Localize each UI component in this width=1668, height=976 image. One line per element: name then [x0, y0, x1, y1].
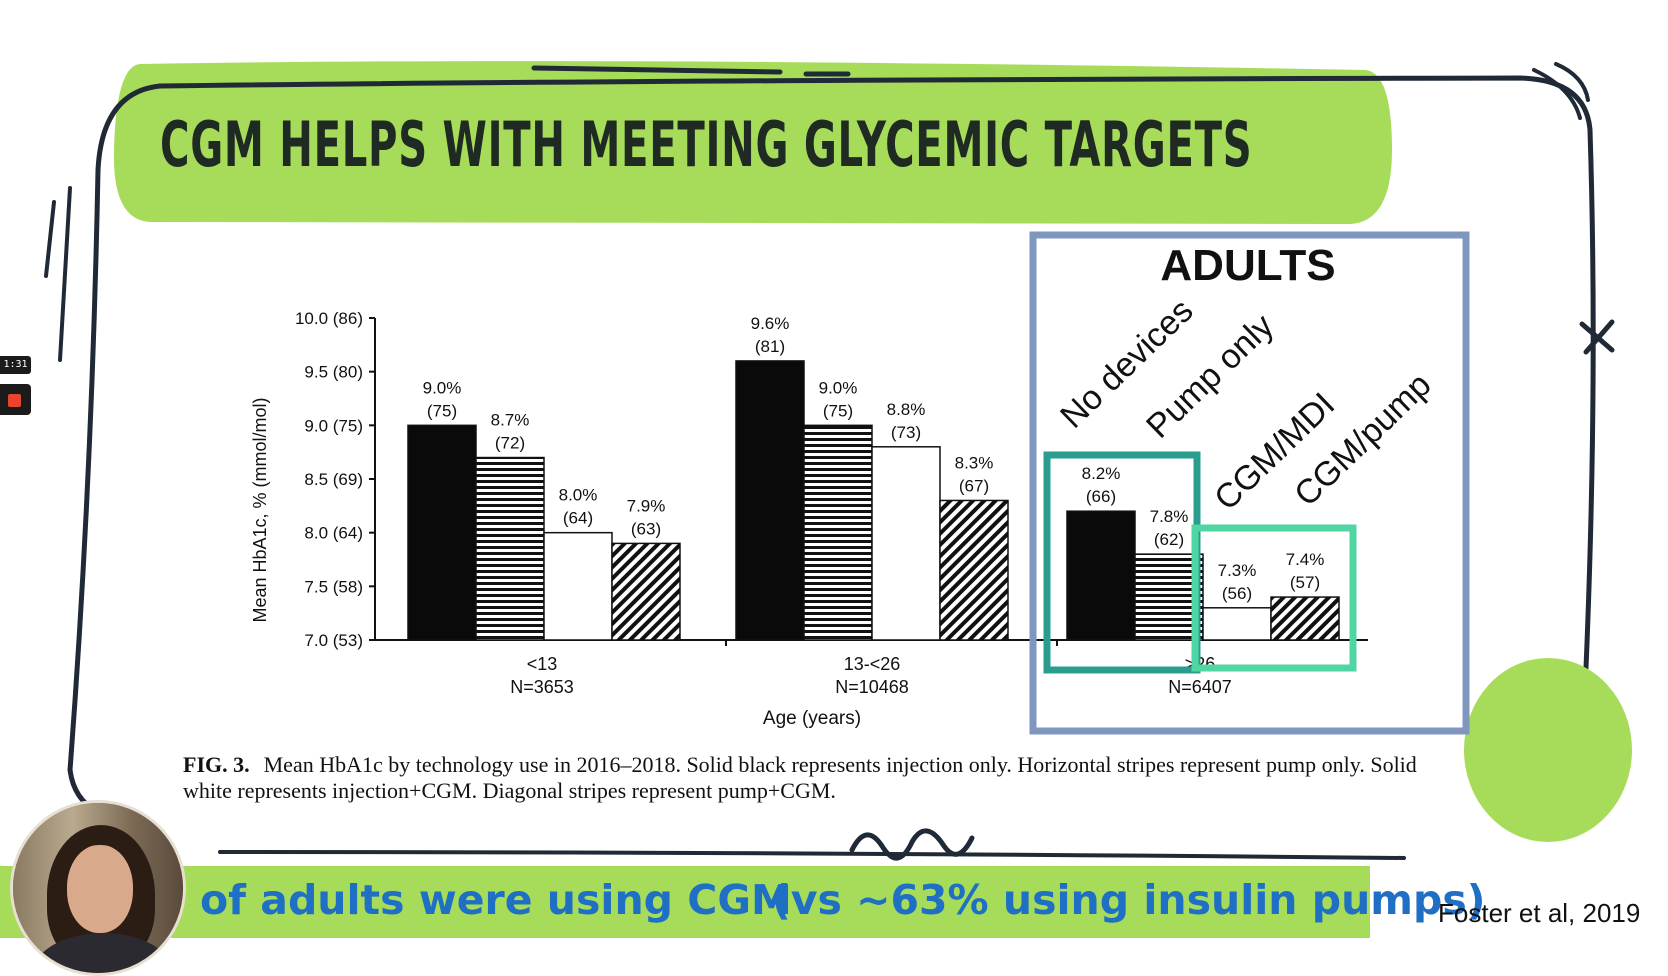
bar: [611, 542, 681, 641]
data-label: (75): [823, 401, 853, 420]
data-label: 8.7%: [491, 411, 530, 430]
data-label: (81): [755, 337, 785, 356]
slide-title: CGM HELPS WITH MEETING GLYCEMIC TARGETS: [160, 108, 1253, 181]
bar: [1202, 607, 1272, 641]
adults-heading: ADULTS: [1160, 241, 1335, 290]
data-label: 7.3%: [1218, 561, 1257, 580]
data-label: 7.4%: [1286, 550, 1325, 569]
data-label: (75): [427, 401, 457, 420]
left-accent-line: [44, 200, 56, 278]
data-label: 9.0%: [423, 378, 462, 397]
bar: [803, 424, 873, 641]
chart-axes: 7.0 (53) 7.5 (58) 8.0 (64) 8.5 (69) 9.0 (75)…: [295, 309, 1368, 697]
frame-outline-left: [67, 83, 163, 815]
speaker-webcam: [10, 800, 186, 976]
y-tick-label: 8.0 (64): [304, 524, 363, 543]
x-axis-label: Age (years): [763, 708, 861, 729]
x-tick-label: N=6407: [1168, 677, 1232, 697]
cgm-highlight: [1191, 524, 1357, 672]
bar: [939, 499, 1009, 641]
lower-third-banner: [0, 866, 1370, 938]
data-label: 8.2%: [1082, 464, 1121, 483]
recording-timer: 1:31: [0, 356, 31, 374]
figure-caption: FIG. 3. Mean HbA1c by technology use in 2…: [183, 752, 1453, 804]
bar: [407, 424, 477, 641]
data-label: 8.3%: [955, 453, 994, 472]
left-accent-line: [58, 186, 72, 362]
y-tick-label: 7.5 (58): [304, 577, 363, 596]
corner-swoosh: [1532, 68, 1582, 120]
citation: Foster et al, 2019: [1438, 898, 1641, 928]
y-tick-label: 10.0 (86): [295, 309, 363, 328]
data-label: 7.9%: [627, 496, 666, 515]
corner-swoosh: [1554, 62, 1590, 102]
lower-third-right: (vs ~63% using insulin pumps): [772, 876, 1486, 924]
y-axis-label: Mean HbA1c, % (mmol/mol): [250, 397, 270, 622]
data-label: 7.8%: [1150, 507, 1189, 526]
y-tick-label: 7.0 (53): [304, 631, 363, 650]
data-label: (66): [1086, 487, 1116, 506]
chart-bars: [407, 360, 1340, 641]
title-banner: [113, 61, 1392, 224]
data-label: (56): [1222, 584, 1252, 603]
hba1c-bar-chart: 7.0 (53) 7.5 (58) 8.0 (64) 8.5 (69) 9.0 (75)…: [250, 231, 1470, 735]
y-tick-label: 9.0 (75): [304, 416, 363, 435]
bar: [871, 446, 941, 641]
x-mark: [1583, 319, 1615, 355]
x-tick-label: <13: [527, 654, 558, 674]
slide-decoration: [44, 61, 1632, 861]
bar: [735, 360, 805, 641]
data-label: (63): [631, 519, 661, 538]
data-label: (57): [1290, 573, 1320, 592]
bar: [543, 531, 613, 641]
frame-squiggle: [849, 828, 975, 861]
caption-label: FIG. 3.: [183, 752, 250, 777]
data-label: (67): [959, 476, 989, 495]
data-label: 9.0%: [819, 378, 858, 397]
adults-frame: [1029, 231, 1470, 735]
data-label: (73): [891, 423, 921, 442]
bar: [475, 456, 545, 641]
caption-text: Mean HbA1c by technology use in 2016–201…: [183, 752, 1417, 803]
stop-icon: [8, 394, 21, 407]
data-label: (62): [1154, 530, 1184, 549]
data-label: (72): [495, 434, 525, 453]
x-tick-label: N=10468: [835, 677, 909, 697]
frame-tick: [531, 65, 783, 75]
chart-data-labels: 9.0% (75) 9.6% (81) 8.2% (66) 8.7% (72) 9.0% (75)…: [423, 314, 1325, 603]
y-tick-label: 8.5 (69): [304, 470, 363, 489]
x-tick-label: N=3653: [510, 677, 574, 697]
frame-outline: [157, 75, 1596, 671]
frame-bottom-line: [218, 850, 1406, 860]
lower-third-left: of adults were using CGM: [200, 876, 792, 924]
bar: [1270, 596, 1340, 641]
green-circle: [1464, 658, 1632, 842]
data-label: (64): [563, 509, 593, 528]
bar: [1066, 510, 1136, 641]
data-label: 9.6%: [751, 314, 790, 333]
data-label: 8.0%: [559, 486, 598, 505]
stop-recording-button[interactable]: [0, 384, 31, 415]
y-tick-label: 9.5 (80): [304, 363, 363, 382]
data-label: 8.8%: [887, 400, 926, 419]
x-tick-label: 13-<26: [844, 654, 901, 674]
